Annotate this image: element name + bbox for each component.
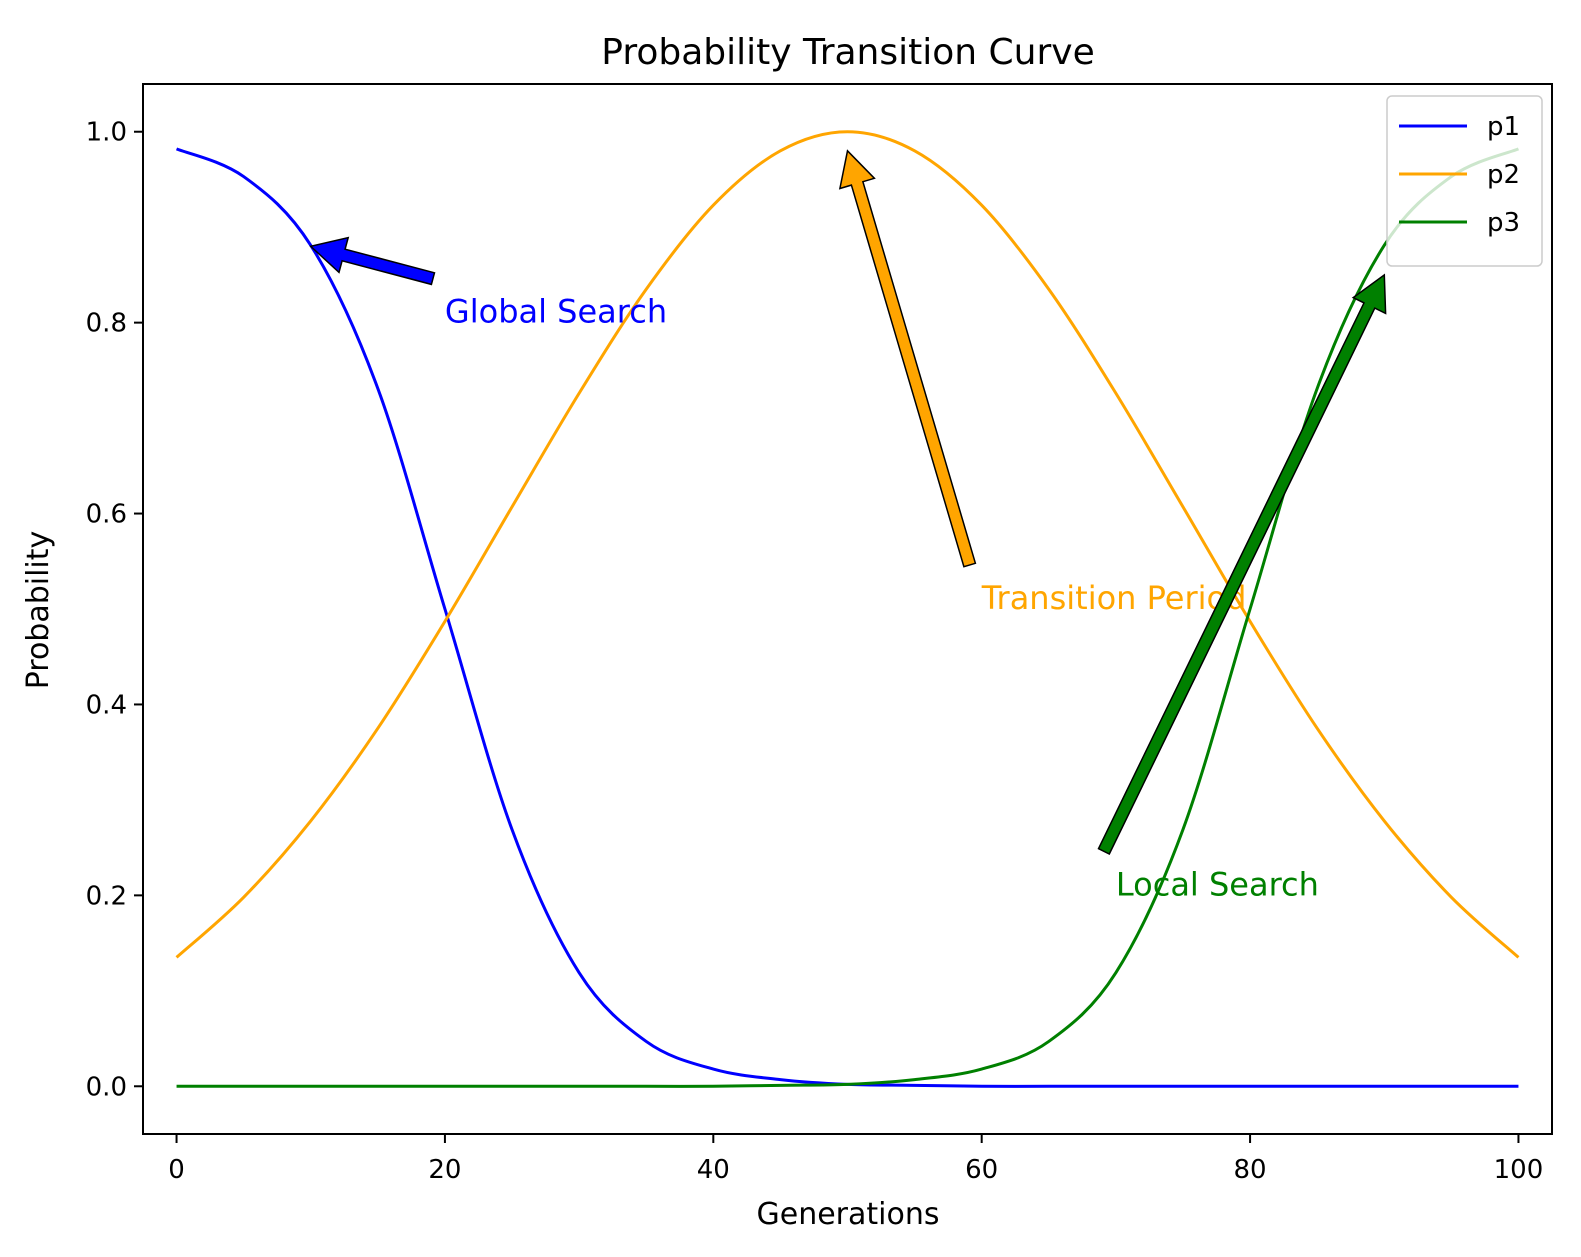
- chart-title: Probability Transition Curve: [601, 32, 1095, 73]
- annotations: Global Search Transition Period Local Sear…: [309, 149, 1387, 903]
- legend: p1 p2 p3: [1386, 95, 1543, 267]
- x-tick-label: 60: [965, 1155, 998, 1185]
- x-axis-label: Generations: [757, 1197, 940, 1232]
- y-tick-label: 0.0: [86, 1072, 127, 1102]
- x-tick-label: 80: [1234, 1155, 1267, 1185]
- y-tick-label: 0.4: [86, 690, 127, 720]
- annotation-arrow-local-search: [1097, 273, 1387, 856]
- annotation-arrow-transition-period: [838, 149, 977, 568]
- plot-lines: [175, 130, 1520, 1088]
- series-line-p2: [175, 130, 1520, 959]
- legend-label-p1: p1: [1487, 112, 1520, 142]
- series-line-p3: [176, 147, 1520, 1088]
- series-line-p1: [175, 147, 1519, 1088]
- annotation-text-transition-period: Transition Period: [981, 579, 1247, 617]
- y-tick-label: 0.2: [86, 881, 127, 911]
- x-tick-label: 100: [1494, 1155, 1544, 1185]
- annotation-text-local-search: Local Search: [1116, 865, 1319, 903]
- y-tick-label: 0.8: [86, 309, 127, 339]
- plot-frame: [142, 83, 1553, 1135]
- annotation-arrow-global-search: [309, 236, 436, 286]
- annotation-text-global-search: Global Search: [445, 293, 667, 331]
- legend-label-p2: p2: [1487, 160, 1520, 190]
- legend-label-p3: p3: [1487, 208, 1520, 238]
- y-axis-ticks: 0.0 0.2 0.4 0.6 0.8 1.0: [86, 118, 143, 1102]
- x-tick-label: 40: [697, 1155, 730, 1185]
- x-tick-label: 20: [428, 1155, 461, 1185]
- y-tick-label: 1.0: [86, 118, 127, 148]
- y-tick-label: 0.6: [86, 500, 127, 530]
- y-axis-label: Probability: [21, 531, 56, 690]
- x-tick-label: 0: [168, 1155, 185, 1185]
- x-axis-ticks: 0 20 40 60 80 100: [168, 1134, 1543, 1185]
